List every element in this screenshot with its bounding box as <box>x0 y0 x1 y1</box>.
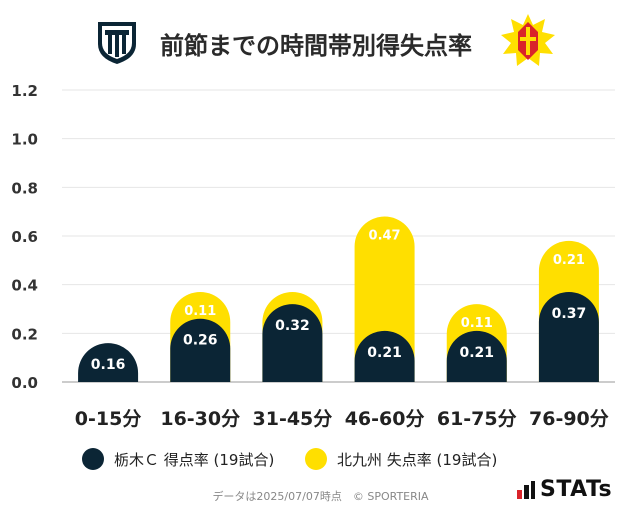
stats-brand-text: STATs <box>540 477 613 502</box>
kitakyushu-team-logo <box>501 14 555 66</box>
footer-note: データは2025/07/07時点 © SPORTERIA <box>212 490 429 503</box>
chart-title: 前節までの時間帯別得失点率 <box>160 32 472 60</box>
stats-brand: STATs <box>517 477 612 502</box>
data-label-away: 0.11 <box>461 316 493 331</box>
data-label-away: 0.47 <box>369 229 401 244</box>
bar-chart: 0.00.20.40.60.81.01.2 0.160.260.110.320.… <box>11 82 615 430</box>
y-tick-label: 0.8 <box>11 179 38 197</box>
y-tick-label: 1.0 <box>11 131 38 149</box>
bar-home <box>538 291 599 382</box>
legend-label-home: 栃木Ｃ 得点率 (19試合) <box>114 450 275 469</box>
data-label-away: 0.11 <box>184 304 216 319</box>
y-tick-label: 0.6 <box>11 228 38 246</box>
data-labels: 0.16 0.26 0.11 0.32 0.21 0.47 0.21 0.11 0.37 0.21 <box>91 229 586 374</box>
y-tick-label: 1.2 <box>11 82 38 100</box>
bar-home <box>78 343 139 382</box>
x-tick-label: 0-15分 <box>75 408 142 430</box>
x-tick-label: 16-30分 <box>160 408 240 430</box>
x-axis-ticks: 0-15分 16-30分 31-45分 46-60分 61-75分 76-90分 <box>75 408 609 430</box>
y-tick-label: 0.4 <box>11 277 38 295</box>
stats-logo-icon <box>517 480 535 499</box>
x-tick-label: 31-45分 <box>253 408 333 430</box>
data-label-home: 0.16 <box>91 357 126 373</box>
x-tick-label: 46-60分 <box>345 408 425 430</box>
y-tick-label: 0.0 <box>11 374 38 392</box>
bar-home <box>354 330 415 382</box>
legend: 栃木Ｃ 得点率 (19試合) 北九州 失点率 (19試合) <box>0 448 641 474</box>
legend-swatch-away <box>305 448 327 470</box>
bars <box>78 216 599 382</box>
data-label-away: 0.21 <box>553 253 585 268</box>
bar-home <box>170 318 231 382</box>
legend-item-home: 栃木Ｃ 得点率 (19試合) <box>82 448 274 470</box>
legend-item-away: 北九州 失点率 (19試合) <box>305 448 497 470</box>
bar-home <box>262 304 323 382</box>
y-axis-ticks: 0.0 0.2 0.4 0.6 0.8 1.0 1.2 <box>11 82 38 392</box>
chart-header: 前節までの時間帯別得失点率 <box>0 0 641 82</box>
grid-lines <box>62 89 615 383</box>
legend-swatch-home <box>82 448 104 470</box>
tochigi-team-logo <box>98 22 136 64</box>
data-label-home: 0.32 <box>275 318 310 334</box>
data-label-home: 0.26 <box>183 333 218 349</box>
data-label-home: 0.21 <box>459 345 494 361</box>
data-label-home: 0.37 <box>552 306 587 322</box>
x-tick-label: 61-75分 <box>437 408 517 430</box>
x-tick-label: 76-90分 <box>529 408 609 430</box>
y-tick-label: 0.2 <box>11 325 38 343</box>
data-label-home: 0.21 <box>367 345 402 361</box>
legend-label-away: 北九州 失点率 (19試合) <box>337 450 498 469</box>
bar-home <box>446 330 507 382</box>
